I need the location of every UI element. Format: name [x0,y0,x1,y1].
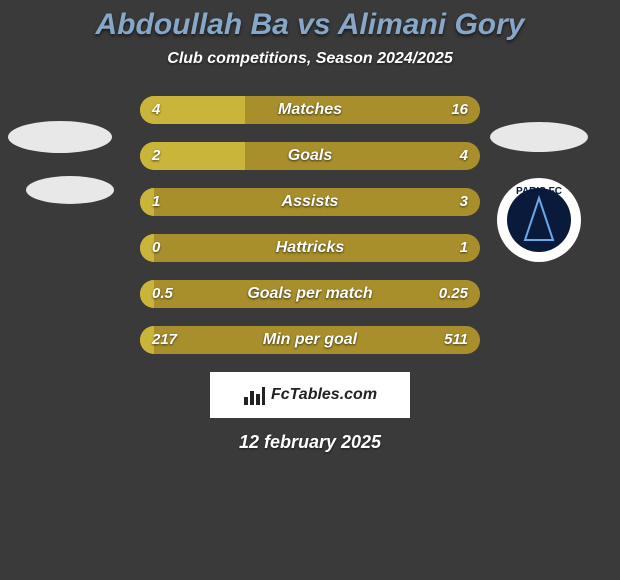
stat-row: 217511Min per goal [0,326,620,354]
comparison-chart: 416Matches 24Goals 13Assists 01Hattricks 0.5… [0,96,620,354]
stat-label: Assists [140,188,480,216]
stat-row: 13Assists [0,188,620,216]
footer-text: FcTables.com [271,386,377,404]
stat-row: 01Hattricks [0,234,620,262]
stat-label: Goals [140,142,480,170]
barchart-icon [243,385,265,405]
stat-label: Goals per match [140,280,480,308]
stat-row: 416Matches [0,96,620,124]
stat-row: 24Goals [0,142,620,170]
date: 12 february 2025 [0,432,620,453]
stat-label: Matches [140,96,480,124]
stat-row: 0.50.25Goals per match [0,280,620,308]
stat-label: Min per goal [140,326,480,354]
stat-label: Hattricks [140,234,480,262]
subtitle: Club competitions, Season 2024/2025 [0,50,620,68]
page-title: Abdoullah Ba vs Alimani Gory [0,0,620,42]
footer-badge: FcTables.com [210,372,410,418]
